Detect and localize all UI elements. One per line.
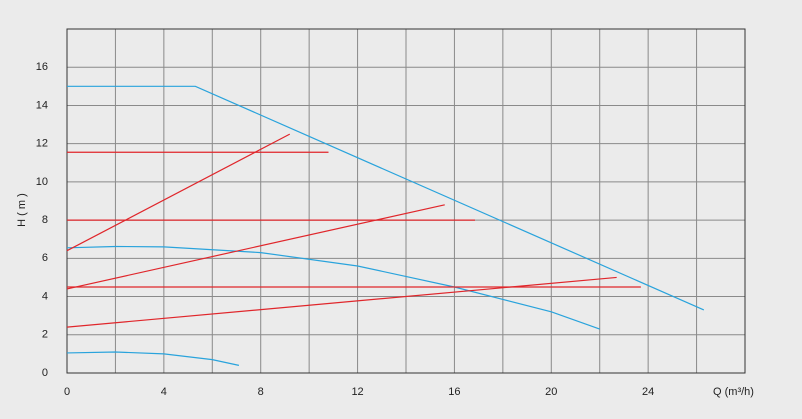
y-tick-label: 6 [42, 252, 48, 264]
pump-curve [66, 351, 240, 366]
x-tick-label: 16 [448, 386, 460, 398]
y-tick-label: 4 [42, 290, 48, 302]
x-axis-label: Q (m³/h) [713, 386, 754, 398]
y-tick-label: 14 [36, 99, 48, 111]
y-tick-label: 12 [36, 138, 48, 150]
pump-curve [66, 276, 617, 328]
x-tick-label: 24 [642, 386, 654, 398]
y-tick-label: 0 [42, 367, 48, 379]
pump-curve [66, 204, 445, 290]
x-tick-label: 20 [545, 386, 557, 398]
x-tick-label: 8 [258, 386, 264, 398]
y-tick-label: 10 [36, 176, 48, 188]
y-axis-label: H ( m ) [16, 193, 28, 227]
x-tick-label: 12 [351, 386, 363, 398]
y-tick-label: 2 [42, 329, 48, 341]
x-tick-label: 4 [161, 386, 167, 398]
x-tick-label: 0 [64, 386, 70, 398]
y-tick-label: 16 [36, 61, 48, 73]
pump-curve [66, 133, 291, 252]
pump-curve [67, 85, 705, 311]
pump-curve [66, 245, 600, 330]
y-tick-label: 8 [42, 214, 48, 226]
plot-frame [66, 28, 746, 374]
